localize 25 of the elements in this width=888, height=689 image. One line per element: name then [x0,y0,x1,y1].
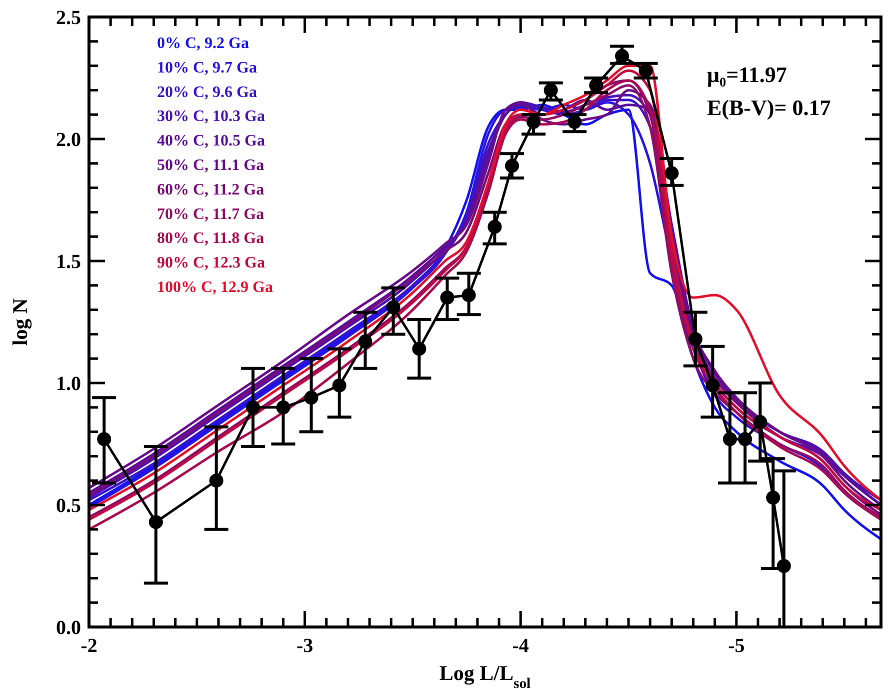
annotation: μ₀=11.97 [707,62,787,87]
text: 0% C, 9.2 Ga [157,35,249,52]
text: 40% C, 10.5 Ga [157,132,265,150]
y-tick-label: 0.5 [56,495,81,517]
y-tick-label: 2.5 [56,7,81,29]
y-tick-label: 1.0 [56,373,81,395]
y-tick-label: 2.0 [56,129,81,151]
annotation: E(B-V)= 0.17 [707,95,831,120]
text: 10% C, 9.7 Ga [157,59,257,76]
text: 90% C, 12.3 Ga [157,254,265,272]
x-axis-title: Log L/L$_{sol}$ [439,661,531,689]
text: 50% C, 11.1 Ga [157,157,264,174]
x-tick-label: -4 [512,635,529,657]
text: 80% C, 11.8 Ga [157,230,264,248]
y-axis-title: log N [8,298,32,346]
y-tick-label: 1.5 [56,251,81,273]
text: 70% C, 11.7 Ga [157,206,264,223]
text: 100% C, 12.9 Ga [157,279,273,296]
text: 30% C, 10.3 Ga [157,108,265,126]
text: 20% C, 9.6 Ga [157,84,257,101]
y-tick-label: 0.0 [56,617,81,639]
text: 60% C, 11.2 Ga [157,181,264,198]
x-tick-label: -2 [80,635,98,657]
x-tick-label: -3 [296,635,314,657]
x-tick-label: -5 [728,635,745,657]
